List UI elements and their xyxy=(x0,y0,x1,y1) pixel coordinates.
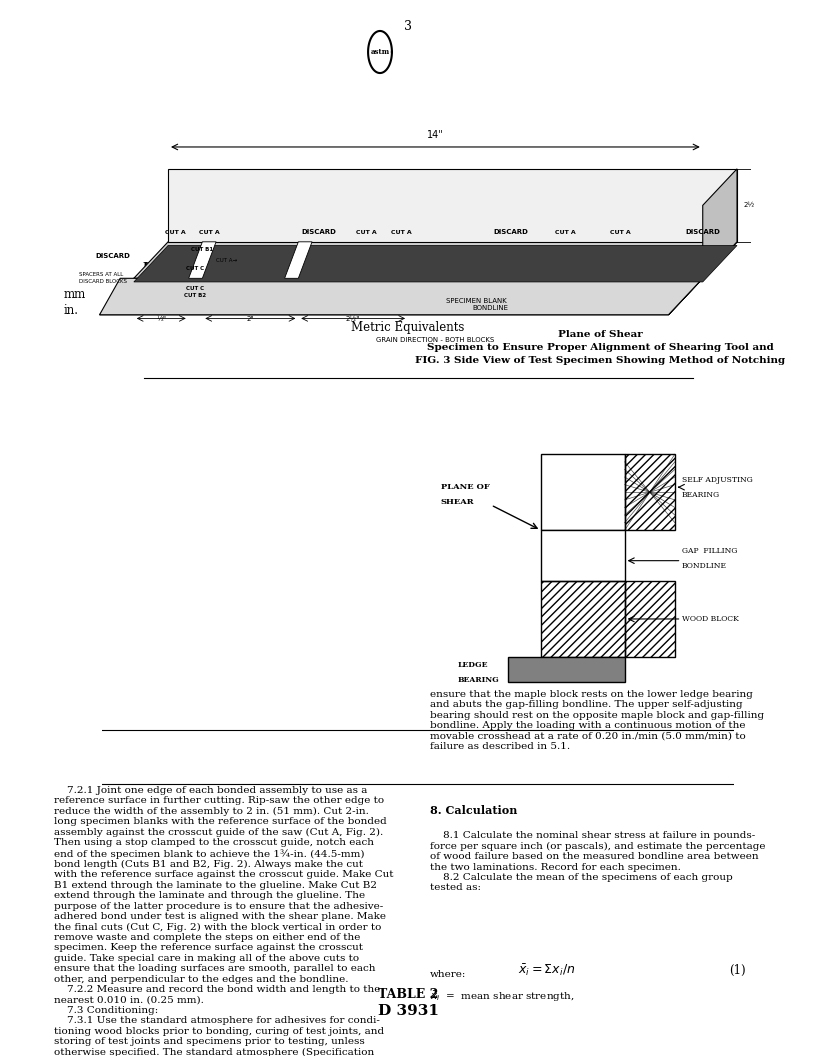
Text: BONDLINE: BONDLINE xyxy=(681,562,726,570)
Text: (1): (1) xyxy=(729,963,745,977)
Text: SPACERS AT ALL: SPACERS AT ALL xyxy=(79,272,123,277)
Text: WOOD BLOCK: WOOD BLOCK xyxy=(681,615,738,623)
Text: $\bar{x}_i$  =  mean shear strength,: $\bar{x}_i$ = mean shear strength, xyxy=(430,991,574,1004)
Bar xyxy=(508,657,625,682)
Text: CUT C: CUT C xyxy=(186,285,205,290)
Text: in.: in. xyxy=(64,304,79,317)
Text: $\bar{x}_i = \Sigma x_i/n$: $\bar{x}_i = \Sigma x_i/n$ xyxy=(517,962,574,978)
Text: ½": ½" xyxy=(156,316,166,322)
Bar xyxy=(624,454,675,530)
Bar xyxy=(541,581,625,657)
Text: where:: where: xyxy=(430,970,467,979)
Text: CUT A: CUT A xyxy=(199,229,220,234)
Polygon shape xyxy=(168,169,737,242)
Text: TABLE 2: TABLE 2 xyxy=(378,988,438,1001)
Text: ensure that the maple block rests on the lower ledge bearing
and abuts the gap-f: ensure that the maple block rests on the… xyxy=(430,690,764,751)
Text: CUT A: CUT A xyxy=(391,229,411,234)
Text: DISCARD: DISCARD xyxy=(685,228,721,234)
Text: 8.1 Calculate the nominal shear stress at failure in pounds-
force per square in: 8.1 Calculate the nominal shear stress a… xyxy=(430,831,765,892)
Text: mm: mm xyxy=(64,288,86,301)
Text: Plane of Shear: Plane of Shear xyxy=(557,329,642,339)
Text: DISCARD: DISCARD xyxy=(301,228,336,234)
Text: CUT A: CUT A xyxy=(357,229,377,234)
Text: GRAIN DIRECTION - BOTH BLOCKS: GRAIN DIRECTION - BOTH BLOCKS xyxy=(376,337,494,342)
Text: CUT A: CUT A xyxy=(610,229,631,234)
Text: astm: astm xyxy=(370,48,389,56)
Text: CUT A: CUT A xyxy=(165,229,185,234)
Polygon shape xyxy=(100,279,703,315)
Text: 2: 2 xyxy=(336,304,344,317)
Text: SHEAR: SHEAR xyxy=(441,498,474,507)
Text: 2½": 2½" xyxy=(346,316,361,322)
Text: 38.1: 38.1 xyxy=(187,288,213,301)
Text: BEARING: BEARING xyxy=(458,676,499,684)
Text: LEDGE: LEDGE xyxy=(458,661,488,668)
Bar xyxy=(624,581,675,657)
Polygon shape xyxy=(100,279,703,315)
Text: CUT B1: CUT B1 xyxy=(191,247,214,251)
Text: 14": 14" xyxy=(427,130,444,139)
Text: 63.5: 63.5 xyxy=(467,288,493,301)
Text: 50.8: 50.8 xyxy=(327,288,353,301)
Text: CUT B2: CUT B2 xyxy=(184,293,206,298)
Text: 2½: 2½ xyxy=(744,203,755,208)
Polygon shape xyxy=(285,242,312,279)
Text: 1½: 1½ xyxy=(191,304,210,317)
Text: CUT A→: CUT A→ xyxy=(216,258,237,263)
Polygon shape xyxy=(188,242,216,279)
Text: CUT C: CUT C xyxy=(186,266,205,271)
Text: FIG. 2 Bonded Assembly Showing Method of Cutting Four Test Specimen Blanks: FIG. 2 Bonded Assembly Showing Method of… xyxy=(143,262,673,275)
Text: SPECIMEN BLANK: SPECIMEN BLANK xyxy=(446,298,507,304)
Text: 356.0: 356.0 xyxy=(633,288,667,301)
Bar xyxy=(541,530,625,581)
Text: 3: 3 xyxy=(404,20,412,33)
Text: CUT A: CUT A xyxy=(555,229,576,234)
Text: SELF ADJUSTING: SELF ADJUSTING xyxy=(681,475,752,484)
Polygon shape xyxy=(134,245,737,282)
Text: Specimen to Ensure Proper Alignment of Shearing Tool and: Specimen to Ensure Proper Alignment of S… xyxy=(427,343,774,352)
Text: DISCARD: DISCARD xyxy=(494,228,528,234)
Text: DISCARD BLOCKS: DISCARD BLOCKS xyxy=(79,280,127,284)
Text: 7.2.1 Joint one edge of each bonded assembly to use as a
reference surface in fu: 7.2.1 Joint one edge of each bonded asse… xyxy=(54,786,393,1056)
Text: PLANE OF: PLANE OF xyxy=(441,484,490,491)
Polygon shape xyxy=(134,242,737,279)
Text: GAP  FILLING: GAP FILLING xyxy=(681,547,737,554)
Polygon shape xyxy=(668,242,737,315)
Text: BONDLINE: BONDLINE xyxy=(472,305,508,312)
Text: FIG. 3 Side View of Test Specimen Showing Method of Notching: FIG. 3 Side View of Test Specimen Showin… xyxy=(415,356,785,365)
Text: Metric Equivalents: Metric Equivalents xyxy=(352,321,464,334)
Polygon shape xyxy=(703,169,737,279)
Text: 8. Calculation: 8. Calculation xyxy=(430,805,517,816)
Text: D 3931: D 3931 xyxy=(378,1004,438,1018)
Text: BEARING: BEARING xyxy=(681,491,720,498)
Text: 2": 2" xyxy=(246,316,254,322)
Text: 2½: 2½ xyxy=(471,304,490,317)
Bar xyxy=(541,454,625,530)
Text: 14: 14 xyxy=(642,304,658,317)
Text: DISCARD: DISCARD xyxy=(95,253,131,260)
